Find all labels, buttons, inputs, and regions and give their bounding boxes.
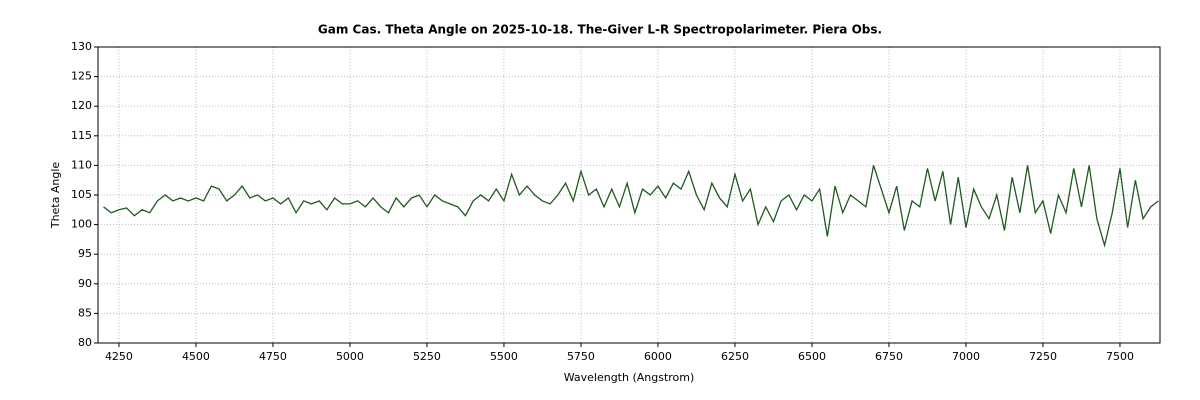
y-tick-label: 105: [71, 188, 92, 201]
x-tick-label: 6000: [644, 350, 672, 363]
x-axis-label: Wavelength (Angstrom): [564, 371, 695, 384]
y-tick-label: 100: [71, 218, 92, 231]
x-tick-label: 5000: [336, 350, 364, 363]
chart-title: Gam Cas. Theta Angle on 2025-10-18. The-…: [318, 23, 882, 37]
y-tick-label: 85: [78, 306, 92, 319]
y-tick-label: 90: [78, 277, 92, 290]
y-tick-label: 120: [71, 99, 92, 112]
y-tick-label: 130: [71, 40, 92, 53]
x-tick-label: 7000: [952, 350, 980, 363]
y-tick-label: 125: [71, 70, 92, 83]
x-tick-label: 5500: [490, 350, 518, 363]
x-tick-label: 4500: [182, 350, 210, 363]
y-tick-label: 80: [78, 336, 92, 349]
x-tick-label: 5750: [567, 350, 595, 363]
x-tick-label: 6500: [798, 350, 826, 363]
y-tick-label: 95: [78, 247, 92, 260]
x-tick-label: 4250: [105, 350, 133, 363]
y-tick-label: 115: [71, 129, 92, 142]
data-line: [103, 165, 1159, 248]
x-tick-label: 6750: [875, 350, 903, 363]
y-axis-label: Theta Angle: [49, 162, 62, 230]
x-tick-label: 4750: [259, 350, 287, 363]
x-tick-label: 5250: [413, 350, 441, 363]
plot-frame: [97, 46, 1161, 344]
y-tick-label: 110: [71, 158, 92, 171]
x-tick-label: 6250: [721, 350, 749, 363]
x-tick-label: 7500: [1106, 350, 1134, 363]
x-tick-label: 7250: [1029, 350, 1057, 363]
